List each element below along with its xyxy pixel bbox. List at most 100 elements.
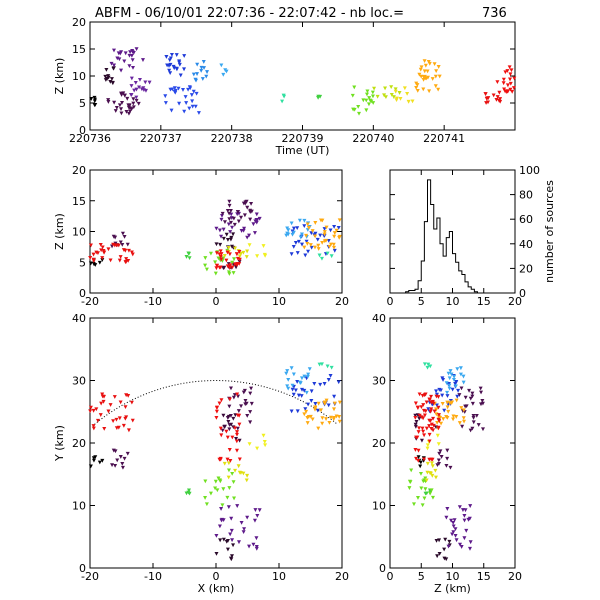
source-point — [463, 395, 468, 400]
source-point — [423, 76, 428, 81]
y-tick-label: 20 — [72, 16, 86, 29]
source-point — [505, 83, 510, 88]
source-point — [305, 222, 310, 227]
source-point — [173, 88, 178, 93]
source-point — [218, 249, 223, 254]
source-point — [177, 62, 182, 67]
source-point — [253, 508, 258, 512]
source-point — [195, 62, 200, 67]
source-point — [215, 263, 220, 268]
source-point — [119, 50, 124, 55]
source-point — [102, 426, 107, 431]
source-point — [445, 390, 450, 395]
source-point — [405, 91, 410, 96]
source-point — [215, 488, 220, 493]
source-point — [118, 240, 123, 245]
source-point — [433, 74, 438, 79]
source-point — [291, 230, 296, 235]
source-point — [304, 390, 309, 395]
x-tick-label: -10 — [144, 295, 162, 308]
source-point — [147, 80, 152, 85]
source-point — [471, 413, 476, 418]
source-point — [163, 94, 168, 99]
source-point — [231, 271, 236, 275]
z-y-plot: 0 5 10 15 20 0 10 20 30 40 Z (km) — [372, 312, 522, 595]
x-tick-label: 20 — [335, 570, 349, 583]
source-point — [313, 234, 318, 239]
source-point — [120, 461, 125, 466]
source-point — [189, 93, 194, 97]
source-point — [239, 404, 244, 409]
source-point — [435, 420, 440, 425]
source-point — [230, 435, 235, 440]
source-point — [134, 87, 139, 92]
source-point — [114, 426, 119, 431]
source-point — [439, 455, 444, 459]
source-point — [106, 74, 111, 78]
source-point — [446, 409, 451, 414]
x-tick-label: 10 — [272, 570, 286, 583]
source-point — [422, 69, 427, 74]
source-point — [121, 91, 126, 96]
source-point — [382, 93, 387, 98]
source-point — [428, 491, 433, 496]
source-point — [332, 394, 337, 399]
source-point — [367, 96, 372, 100]
source-point — [416, 458, 421, 463]
source-point — [110, 463, 115, 468]
source-point — [350, 93, 355, 98]
source-point — [227, 427, 232, 432]
source-point — [239, 215, 244, 220]
source-point — [237, 470, 242, 475]
source-point — [236, 210, 241, 214]
source-point — [227, 404, 232, 409]
source-point — [290, 387, 295, 392]
source-point — [167, 68, 172, 73]
source-point — [478, 386, 483, 391]
source-point — [433, 475, 438, 480]
source-point — [238, 251, 243, 256]
source-point — [224, 232, 229, 237]
source-point — [460, 508, 465, 512]
source-point — [239, 229, 244, 233]
source-point — [337, 218, 342, 223]
source-point — [436, 461, 441, 466]
source-point — [255, 446, 260, 451]
source-point — [194, 78, 199, 83]
source-point — [409, 468, 414, 473]
source-point — [214, 266, 219, 271]
source-point — [248, 217, 253, 222]
source-point — [111, 448, 116, 453]
source-point — [101, 248, 106, 253]
source-point — [337, 400, 342, 405]
source-point — [133, 81, 138, 85]
source-point — [418, 472, 423, 476]
source-point — [505, 89, 510, 94]
source-point — [468, 396, 473, 401]
source-point — [421, 429, 426, 434]
source-point — [218, 538, 223, 543]
source-point — [127, 64, 132, 68]
x-tick-label: -10 — [144, 570, 162, 583]
y-tick-label: 40 — [519, 238, 533, 251]
source-point — [458, 366, 463, 371]
source-point — [407, 486, 412, 490]
source-point — [182, 109, 187, 114]
source-point — [315, 237, 320, 242]
source-point — [143, 80, 148, 85]
source-point — [226, 222, 231, 227]
source-point — [119, 111, 124, 116]
source-point — [176, 86, 181, 91]
source-point — [91, 426, 96, 431]
source-point — [219, 217, 224, 222]
source-point — [243, 402, 248, 407]
source-point — [304, 233, 309, 238]
source-point — [123, 416, 128, 421]
source-point — [111, 242, 116, 247]
source-point — [221, 72, 226, 77]
source-point — [132, 88, 137, 93]
source-point — [88, 405, 93, 410]
source-point — [241, 390, 246, 395]
source-point — [298, 235, 303, 240]
y-tick-label: 0 — [79, 287, 86, 300]
